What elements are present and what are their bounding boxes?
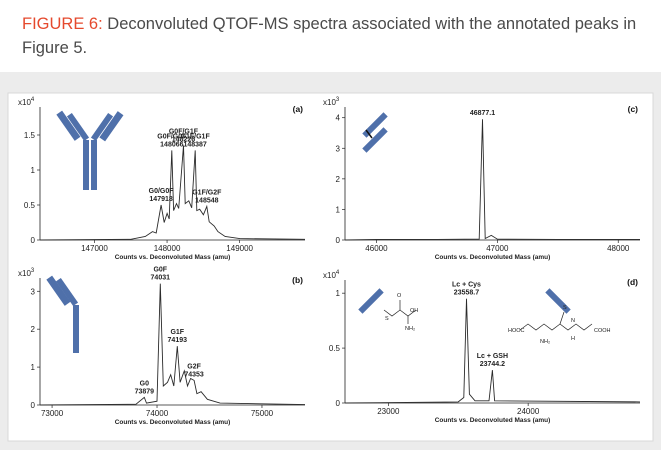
y-multiplier: x103 (18, 268, 35, 278)
panel-label: (c) (628, 104, 639, 114)
annotation-label: G1F/G2F (192, 189, 222, 196)
x-tick-label: 75000 (251, 409, 274, 418)
y-tick-label: 1 (336, 205, 341, 214)
annotation-mass: 148066 (160, 141, 183, 148)
x-tick-label: 47000 (486, 244, 509, 253)
annotation-label: G0F/G1F (169, 129, 199, 136)
structure-label: S (385, 316, 389, 322)
annotation-mass: 74193 (168, 337, 188, 344)
y-tick-label: 1 (31, 363, 36, 372)
y-tick-label: 0 (31, 236, 36, 245)
caption-text: Deconvoluted QTOF-MS spectra associated … (22, 15, 637, 57)
annotation-label: G0/G0F (149, 188, 175, 195)
y-tick-label: 1.5 (24, 131, 36, 140)
structures (383, 300, 593, 331)
structure-label: N (571, 318, 575, 324)
structure-label: NH₂ (405, 326, 415, 332)
y-multiplier: x104 (323, 270, 340, 280)
y-multiplier: x103 (323, 97, 340, 107)
structure-label: COOH (594, 328, 611, 334)
x-axis-label: Counts vs. Deconvoluted Mass (amu) (435, 254, 551, 261)
y-tick-label: 0.5 (329, 344, 341, 353)
annotation-label: Lc + GSH (477, 353, 508, 360)
y-tick-label: 1 (336, 289, 341, 298)
annotation-mass: 74031 (151, 275, 171, 282)
y-tick-label: 0 (336, 399, 341, 408)
multiplier-base: x10 (323, 98, 336, 107)
x-axis-label: Counts vs. Deconvoluted Mass (amu) (435, 417, 551, 424)
annotation-mass: 73879 (135, 388, 155, 395)
caption-label: FIGURE 6: (22, 15, 103, 33)
annotation-mass: 148548 (195, 197, 218, 204)
y-tick-label: 1 (31, 166, 36, 175)
y-multiplier: x104 (18, 97, 35, 107)
x-tick-label: 149000 (226, 244, 253, 253)
annotation-label: G0F (153, 267, 167, 274)
y-tick-label: 0 (31, 401, 36, 410)
x-tick-label: 148000 (154, 244, 181, 253)
annotation-label: Lc + Cys (452, 282, 481, 289)
annotation-label: G1F/G1F (181, 133, 211, 140)
y-tick-label: 2 (31, 325, 36, 334)
caption: FIGURE 6: Deconvoluted QTOF-MS spectra a… (22, 12, 647, 60)
spectrum (39, 145, 306, 241)
annotation-label: G0F/G0F (157, 133, 187, 140)
x-tick-label: 24000 (517, 407, 540, 416)
annotation-mass: 74353 (184, 371, 204, 378)
y-tick-label: 0.5 (24, 201, 36, 210)
panel-label: (a) (293, 104, 304, 114)
annotation-label: G2F (187, 363, 201, 370)
x-tick-label: 147000 (81, 244, 108, 253)
half-antibody-icon (46, 275, 79, 353)
structure-label: O (397, 293, 402, 299)
annotation-label: G1F (170, 329, 184, 336)
x-axis-label: Counts vs. Deconvoluted Mass (amu) (115, 419, 231, 426)
figure-panel (7, 92, 654, 442)
multiplier-exponent: 3 (336, 97, 340, 103)
y-tick-label: 0 (336, 236, 341, 245)
spectrum (344, 119, 640, 241)
y-tick-label: 3 (31, 287, 36, 296)
spectrum (39, 283, 306, 406)
panel-label: (b) (292, 275, 303, 285)
annotation-mass: 46877.1 (470, 110, 495, 117)
multiplier-base: x10 (323, 271, 336, 280)
annotation-mass: 148226 (172, 137, 195, 144)
structure-label: H (571, 336, 575, 342)
y-tick-label: 4 (336, 114, 341, 123)
x-tick-label: 48000 (607, 244, 630, 253)
structure-label: OH (410, 308, 418, 314)
annotation-mass: 147918 (149, 196, 172, 203)
multiplier-exponent: 4 (31, 97, 35, 103)
structure-label: HOOC (508, 328, 525, 334)
structure-label: NH₂ (540, 339, 550, 345)
light-chain-icon (362, 112, 388, 153)
multiplier-base: x10 (18, 269, 31, 278)
x-tick-label: 73000 (41, 409, 64, 418)
multiplier-exponent: 4 (336, 270, 340, 276)
antibody-icon (56, 110, 124, 190)
annotation-mass: 23558.7 (454, 290, 479, 297)
x-axis-label: Counts vs. Deconvoluted Mass (amu) (115, 254, 231, 261)
annotation-mass: 23744.2 (480, 361, 505, 368)
x-tick-label: 23000 (377, 407, 400, 416)
structure-label: S (563, 305, 567, 311)
annotation-mass: 148387 (183, 141, 206, 148)
multiplier-exponent: 3 (31, 268, 35, 274)
multiplier-base: x10 (18, 98, 31, 107)
y-tick-label: 2 (336, 175, 341, 184)
panel-label: (d) (627, 277, 638, 287)
annotation-label: G0 (140, 380, 149, 387)
spectrum (344, 298, 641, 404)
x-tick-label: 46000 (365, 244, 388, 253)
y-tick-label: 3 (336, 144, 341, 153)
lc-icons (358, 288, 571, 314)
x-tick-label: 74000 (146, 409, 169, 418)
